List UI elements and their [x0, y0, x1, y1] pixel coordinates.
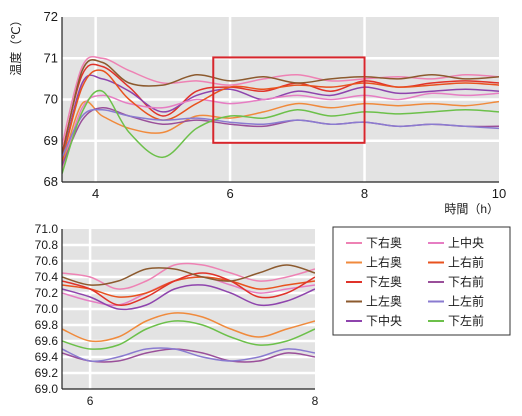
y-axis-label: 温度（℃）	[8, 14, 23, 75]
legend-item: 上左奥	[346, 294, 402, 309]
y-tick-label: 71	[44, 50, 58, 65]
legend-item: 下右前	[428, 274, 484, 289]
y-tick-label: 71.0	[35, 222, 59, 236]
series-line-下中央	[62, 284, 315, 311]
x-tick-label: 8	[312, 394, 319, 408]
y-tick-label: 70.0	[35, 302, 59, 316]
legend-label: 上左奥	[366, 294, 402, 309]
zoom-axes: 69.0 69.2 69.4 69.6 69.8 70.0 70.2 70.4 70.6 70.8…	[35, 222, 319, 408]
x-tick-label: 8	[361, 186, 368, 201]
series-line-上左奥	[62, 264, 315, 286]
legend-label: 下左前	[448, 313, 484, 328]
series-line-上左奥	[62, 59, 499, 158]
y-tick-label: 70.8	[35, 238, 59, 252]
zoom-temperature-chart: 69.0 69.2 69.4 69.6 69.8 70.0 70.2 70.4 70.6 70.8…	[35, 222, 319, 408]
legend-label: 下右前	[448, 274, 484, 289]
y-tick-label: 69	[44, 133, 58, 148]
x-tick-label: 4	[92, 186, 99, 201]
zoom-grid	[62, 229, 315, 389]
series-line-上左前	[62, 347, 315, 363]
series-line-下左奥	[62, 63, 499, 154]
y-tick-label: 69.4	[35, 350, 59, 364]
x-tick-label: 10	[492, 186, 506, 201]
x-tick-label: 6	[226, 186, 233, 201]
y-tick-label: 69.0	[35, 382, 59, 396]
legend-label: 上中央	[448, 235, 484, 250]
legend-item: 上右前	[428, 255, 484, 270]
series-line-下右前	[62, 348, 315, 363]
y-tick-label: 69.8	[35, 318, 59, 332]
series-line-上右奥	[62, 100, 499, 166]
main-series-lines	[62, 55, 499, 174]
legend-label: 下左奥	[366, 274, 402, 289]
legend-label: 上左前	[448, 294, 484, 309]
y-tick-label: 69.6	[35, 334, 59, 348]
y-tick-label: 70.2	[35, 286, 59, 300]
legend-item: 下左前	[428, 313, 484, 328]
series-line-上右奥	[62, 312, 315, 343]
legend-label: 上右奥	[366, 255, 402, 270]
y-tick-label: 70	[44, 92, 58, 107]
legend-item: 下右奥	[346, 235, 402, 250]
legend-label: 下中央	[366, 313, 402, 328]
series-line-上右前	[62, 69, 499, 162]
legend-item: 下中央	[346, 313, 402, 328]
series-line-上右前	[62, 276, 315, 298]
legend-label: 下右奥	[366, 235, 402, 250]
y-tick-label: 68	[44, 174, 58, 189]
x-tick-label: 6	[87, 394, 94, 408]
series-line-下左前	[62, 320, 315, 350]
y-tick-label: 70.6	[35, 254, 59, 268]
zoom-series-lines	[62, 262, 315, 363]
legend-item: 下左奥	[346, 274, 402, 289]
legend-label: 上右前	[448, 255, 484, 270]
legend-item: 上中央	[428, 235, 484, 250]
legend-item: 上左前	[428, 294, 484, 309]
x-axis-label: 時間（h）	[444, 202, 499, 216]
series-line-下右奥	[62, 55, 499, 146]
series-line-下左奥	[62, 272, 315, 306]
series-line-下左前	[62, 89, 499, 174]
y-tick-label: 69.2	[35, 366, 59, 380]
y-tick-label: 72	[44, 9, 58, 24]
legend-frame	[332, 226, 511, 336]
y-tick-label: 70.4	[35, 270, 59, 284]
zoom-highlight-box	[212, 56, 366, 144]
legend-item: 上右奥	[346, 255, 402, 270]
series-line-上左前	[62, 108, 499, 158]
